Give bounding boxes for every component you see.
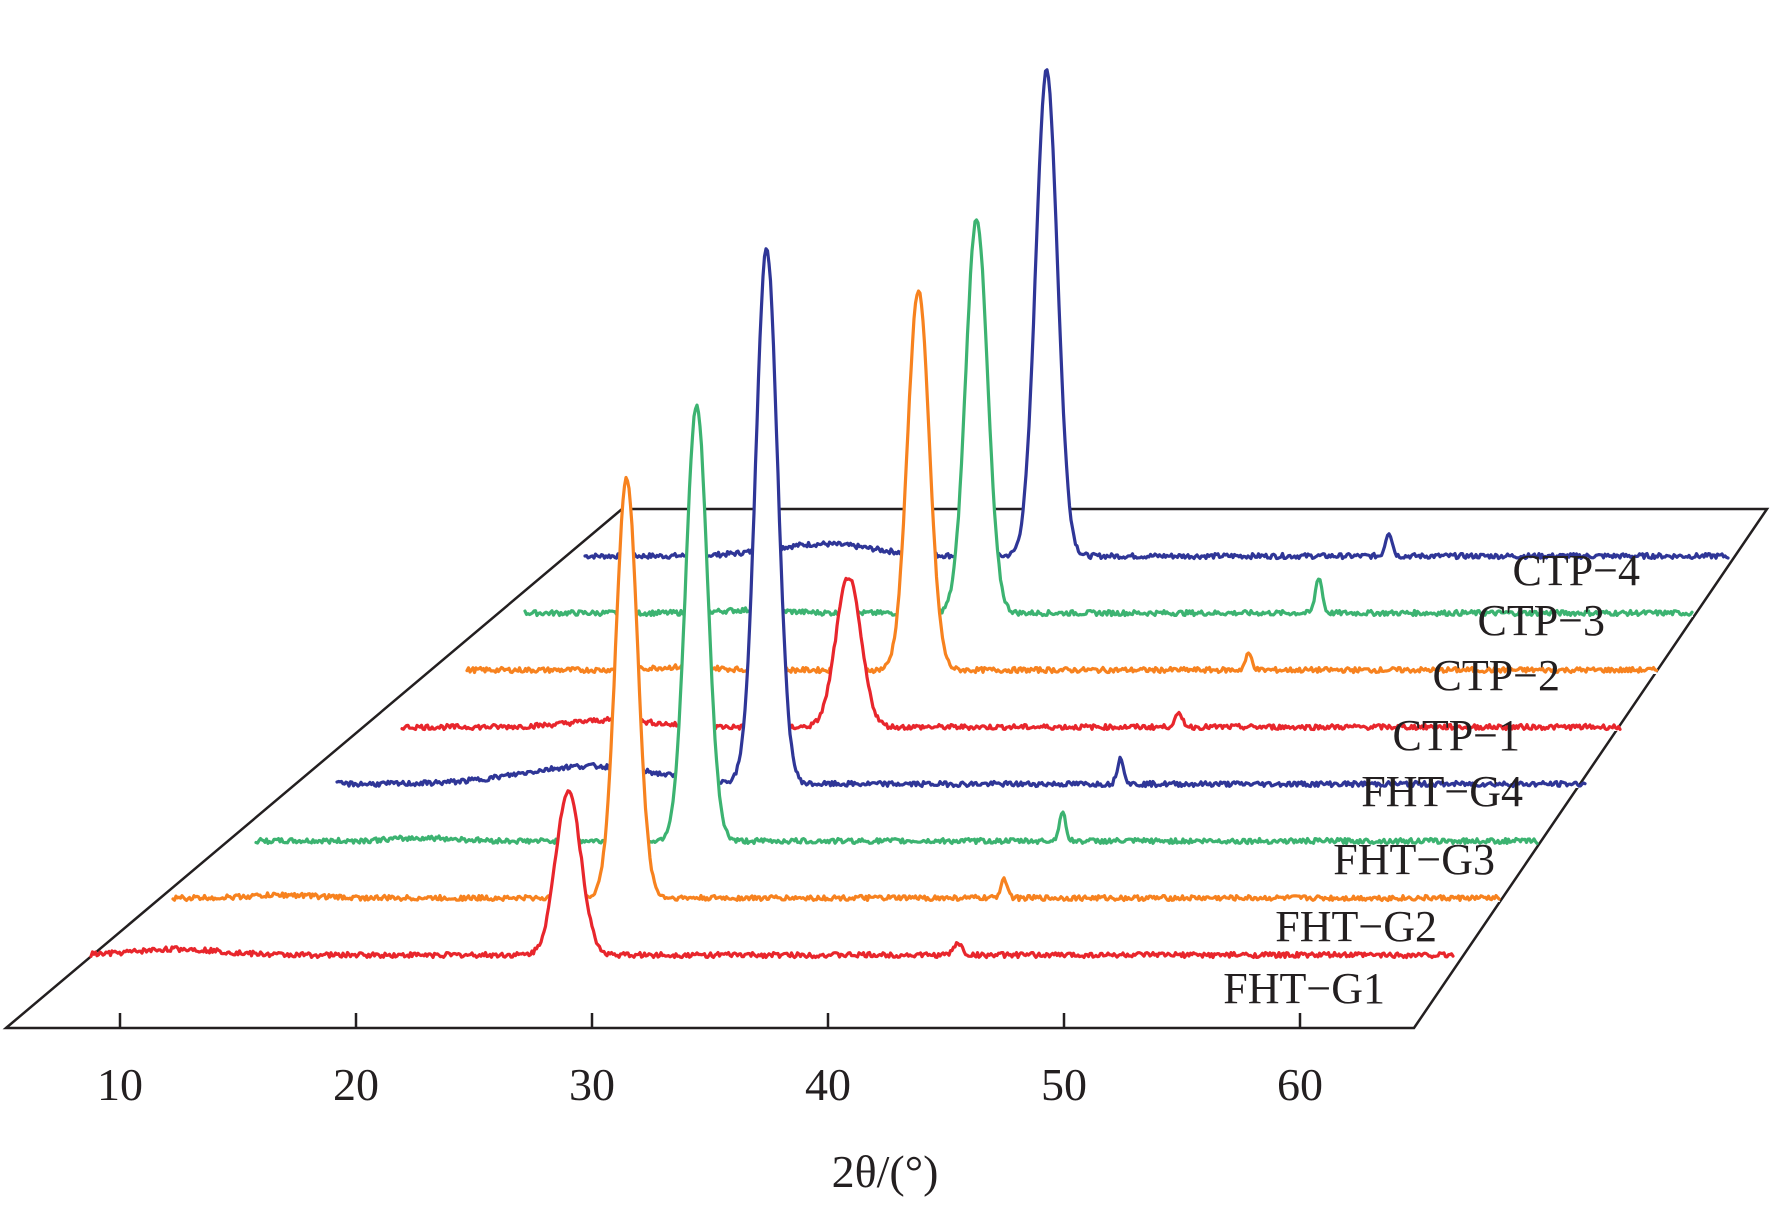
series-line-1 (89, 789, 1455, 960)
series-line-7 (523, 218, 1694, 618)
x-tick-label: 60 (1277, 1059, 1323, 1110)
series-label-4: FHT−G4 (1361, 767, 1523, 816)
chart-floor (2, 507, 1770, 1030)
x-axis-label: 2θ/(°) (832, 1146, 939, 1197)
series-label-5: CTP−1 (1392, 711, 1520, 760)
x-tick-label: 40 (805, 1059, 851, 1110)
x-tick-label: 10 (97, 1059, 143, 1110)
series-label-7: CTP−3 (1477, 596, 1605, 645)
x-tick-label: 20 (333, 1059, 379, 1110)
x-tick-label: 50 (1041, 1059, 1087, 1110)
series-line-6 (465, 289, 1659, 675)
x-axis: 10 20 30 40 50 60 (97, 1013, 1323, 1110)
series-occluder (91, 790, 1453, 959)
series-line-4 (335, 247, 1587, 789)
series-line-3 (254, 403, 1539, 846)
series-label-3: FHT−G3 (1333, 835, 1495, 884)
series-label-1: FHT−G1 (1223, 964, 1385, 1013)
series-traces (89, 68, 1730, 960)
series-label-8: CTP−4 (1512, 546, 1640, 595)
x-tick-label: 30 (569, 1059, 615, 1110)
series-label-6: CTP−2 (1432, 651, 1560, 700)
series-label-2: FHT−G2 (1275, 902, 1437, 951)
series-line-5 (400, 576, 1622, 732)
series-line-2 (171, 475, 1501, 903)
